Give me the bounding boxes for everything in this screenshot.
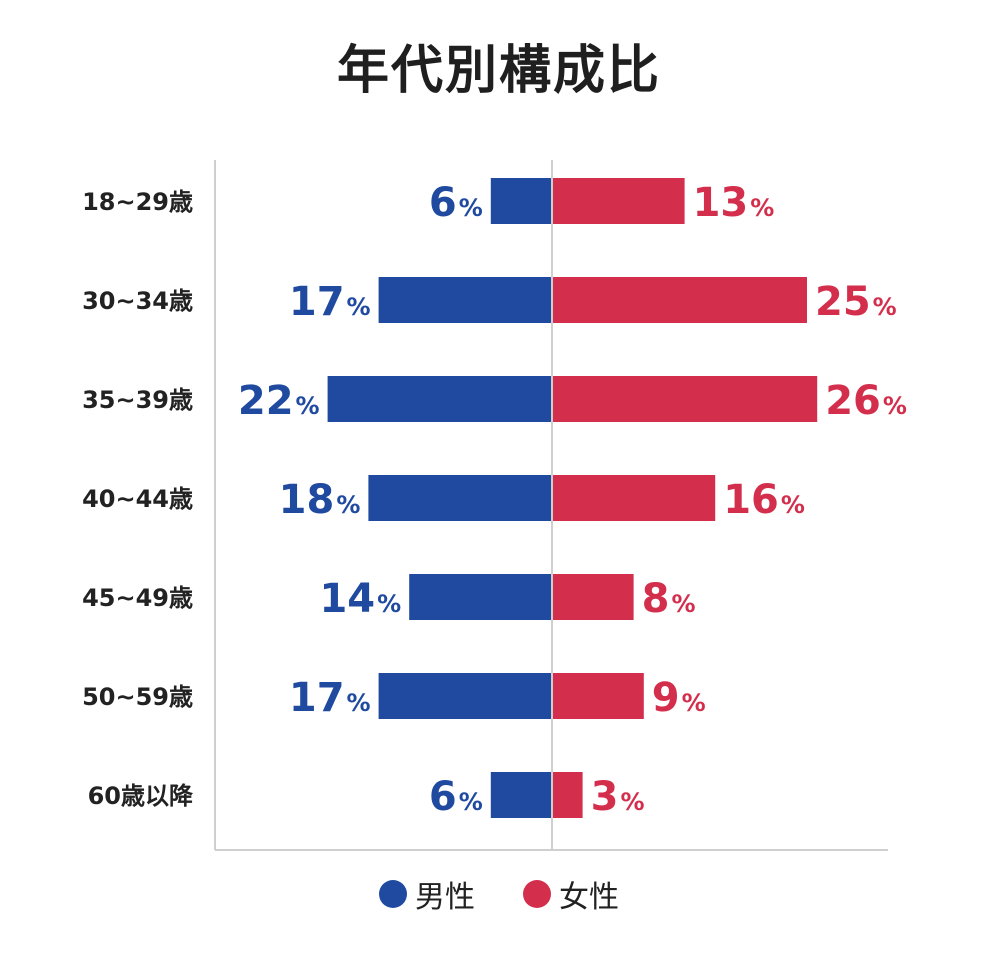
bar-female bbox=[552, 376, 818, 422]
value-label-female: 3% bbox=[591, 774, 645, 820]
value-label-male: 6% bbox=[429, 774, 483, 820]
legend-label-male: 男性 bbox=[415, 880, 475, 915]
bar-male bbox=[409, 574, 552, 620]
value-label-female: 26% bbox=[825, 378, 907, 424]
category-label: 40~44歳 bbox=[82, 485, 193, 513]
category-label: 50~59歳 bbox=[82, 683, 193, 711]
chart-title: 年代別構成比 bbox=[336, 41, 661, 101]
value-label-male: 22% bbox=[238, 378, 320, 424]
value-label-male: 17% bbox=[289, 675, 371, 721]
category-label: 18~29歳 bbox=[82, 188, 193, 216]
legend-label-female: 女性 bbox=[559, 880, 619, 915]
bar-male bbox=[368, 475, 552, 521]
bar-female bbox=[552, 475, 716, 521]
legend-swatch-male bbox=[379, 880, 407, 908]
category-label: 45~49歳 bbox=[82, 584, 193, 612]
legend-swatch-female bbox=[523, 880, 551, 908]
bar-male bbox=[378, 277, 552, 323]
value-label-female: 16% bbox=[723, 477, 805, 523]
bar-male bbox=[378, 673, 552, 719]
value-label-male: 17% bbox=[289, 279, 371, 325]
value-label-female: 25% bbox=[815, 279, 897, 325]
bar-male bbox=[490, 178, 552, 224]
category-label: 60歳以降 bbox=[88, 782, 194, 810]
value-label-female: 13% bbox=[693, 180, 775, 226]
legend-item-female: 女性 bbox=[523, 872, 619, 916]
value-label-male: 6% bbox=[429, 180, 483, 226]
value-label-male: 14% bbox=[319, 576, 401, 622]
category-label: 35~39歳 bbox=[82, 386, 193, 414]
value-label-male: 18% bbox=[279, 477, 361, 523]
bar-female bbox=[552, 277, 807, 323]
legend-item-male: 男性 bbox=[379, 872, 475, 916]
value-label-female: 9% bbox=[652, 675, 706, 721]
category-label: 30~34歳 bbox=[82, 287, 193, 315]
legend: 男性 女性 bbox=[0, 872, 998, 916]
bar-female bbox=[552, 574, 634, 620]
bar-female bbox=[552, 772, 583, 818]
bar-male bbox=[327, 376, 552, 422]
bar-male bbox=[490, 772, 552, 818]
bar-female bbox=[552, 673, 644, 719]
value-label-female: 8% bbox=[642, 576, 696, 622]
bar-female bbox=[552, 178, 685, 224]
